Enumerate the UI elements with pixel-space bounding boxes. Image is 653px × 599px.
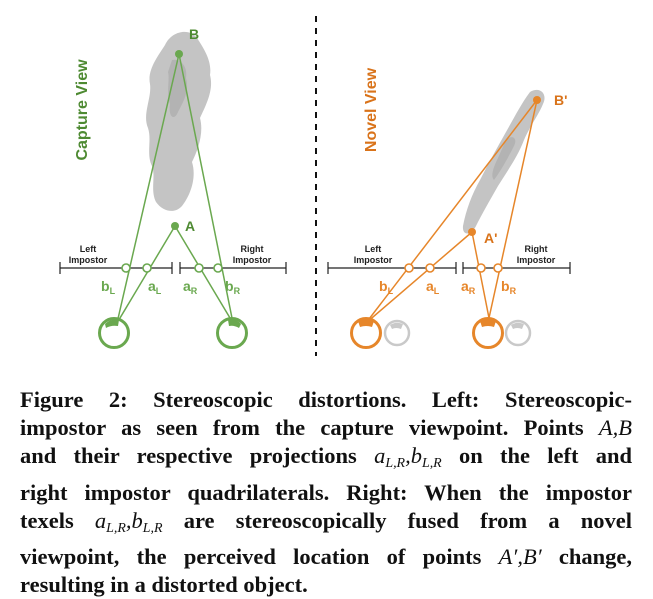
caption-line-2: impostor as seen from the capture viewpo… (20, 415, 633, 441)
novel-point-a-l (425, 263, 435, 273)
caption-line-4: right impostor quadrilaterals. Right: Wh… (20, 479, 632, 505)
novel-ray-left-eye-to-a (365, 231, 473, 324)
caption-line-7: resulting in a distorted object. (20, 572, 308, 597)
novel-label-b-r: bR (501, 278, 517, 296)
novel-left-eye (350, 317, 382, 349)
novel-point-b-r (493, 263, 503, 273)
novel-left-eye-ghost (383, 319, 411, 347)
capture-ray-left-eye-to-a (116, 225, 176, 324)
capture-label-a-r: aR (183, 278, 198, 296)
novel-right-impostor-label-2: Impostor (517, 255, 556, 265)
figure-caption: Figure 2: Stereoscopic distortions. Left… (20, 386, 632, 599)
novel-left-impostor-label-2: Impostor (354, 255, 393, 265)
capture-right-impostor-label-1: Right (241, 244, 264, 254)
novel-label-b-l: bL (379, 278, 394, 296)
capture-ray-right-eye-to-b (178, 53, 234, 324)
capture-point-a-r (194, 263, 204, 273)
caption-line-6: viewpoint, the perceived location of poi… (20, 543, 633, 569)
capture-point-b (175, 50, 183, 58)
novel-right-impostor-label-1: Right (525, 244, 548, 254)
novel-label-a: A' (484, 230, 497, 246)
novel-view-title: Novel View (363, 67, 380, 152)
caption-line-5: texels aL,R,bL,R are stereoscopically fu… (20, 507, 632, 536)
capture-point-b-l (121, 263, 131, 273)
novel-label-a-r: aR (461, 278, 476, 296)
capture-left-eye (98, 317, 130, 349)
caption-line-1: Figure 2: Stereoscopic distortions. Left… (20, 387, 632, 412)
capture-point-a-l (142, 263, 152, 273)
capture-left-impostor-label-2: Impostor (69, 255, 108, 265)
novel-view-panel: Novel View B' A' Left Impostor Right Imp… (327, 67, 571, 349)
novel-point-b-l (404, 263, 414, 273)
capture-view-panel: Capture View B A Left Impostor Right Imp… (59, 26, 287, 349)
capture-ray-left-eye-to-b (116, 53, 180, 324)
capture-label-a-l: aL (148, 278, 162, 296)
capture-point-a (171, 222, 179, 230)
capture-ray-right-eye-to-a (174, 225, 234, 324)
novel-right-eye-ghost (504, 319, 532, 347)
novel-right-eye (472, 317, 504, 349)
capture-point-b-r (213, 263, 223, 273)
capture-label-b-l: bL (101, 278, 116, 296)
capture-label-b: B (189, 26, 199, 42)
novel-left-impostor-label-1: Left (365, 244, 382, 254)
capture-right-eye (216, 317, 248, 349)
figure-label: Figure 2: (20, 387, 128, 412)
novel-point-b (533, 96, 541, 104)
capture-right-impostor-label-2: Impostor (233, 255, 272, 265)
novel-ray-right-eye-to-a (471, 231, 490, 319)
novel-point-a (468, 228, 476, 236)
capture-label-b-r: bR (225, 278, 241, 296)
novel-point-a-r (476, 263, 486, 273)
novel-label-a-l: aL (426, 278, 440, 296)
stereo-distortion-figure: Capture View B A Left Impostor Right Imp… (59, 16, 571, 356)
capture-label-a: A (185, 218, 195, 234)
capture-view-title: Capture View (74, 59, 91, 161)
capture-left-impostor-label-1: Left (80, 244, 97, 254)
novel-label-b: B' (554, 92, 567, 108)
caption-line-3: and their respective projections aL,R,bL… (20, 443, 633, 472)
capture-object-silhouette (146, 31, 212, 211)
novel-ray-left-eye-to-b (365, 99, 538, 324)
novel-object-detail (492, 137, 516, 180)
novel-ray-right-eye-to-b (488, 99, 538, 319)
